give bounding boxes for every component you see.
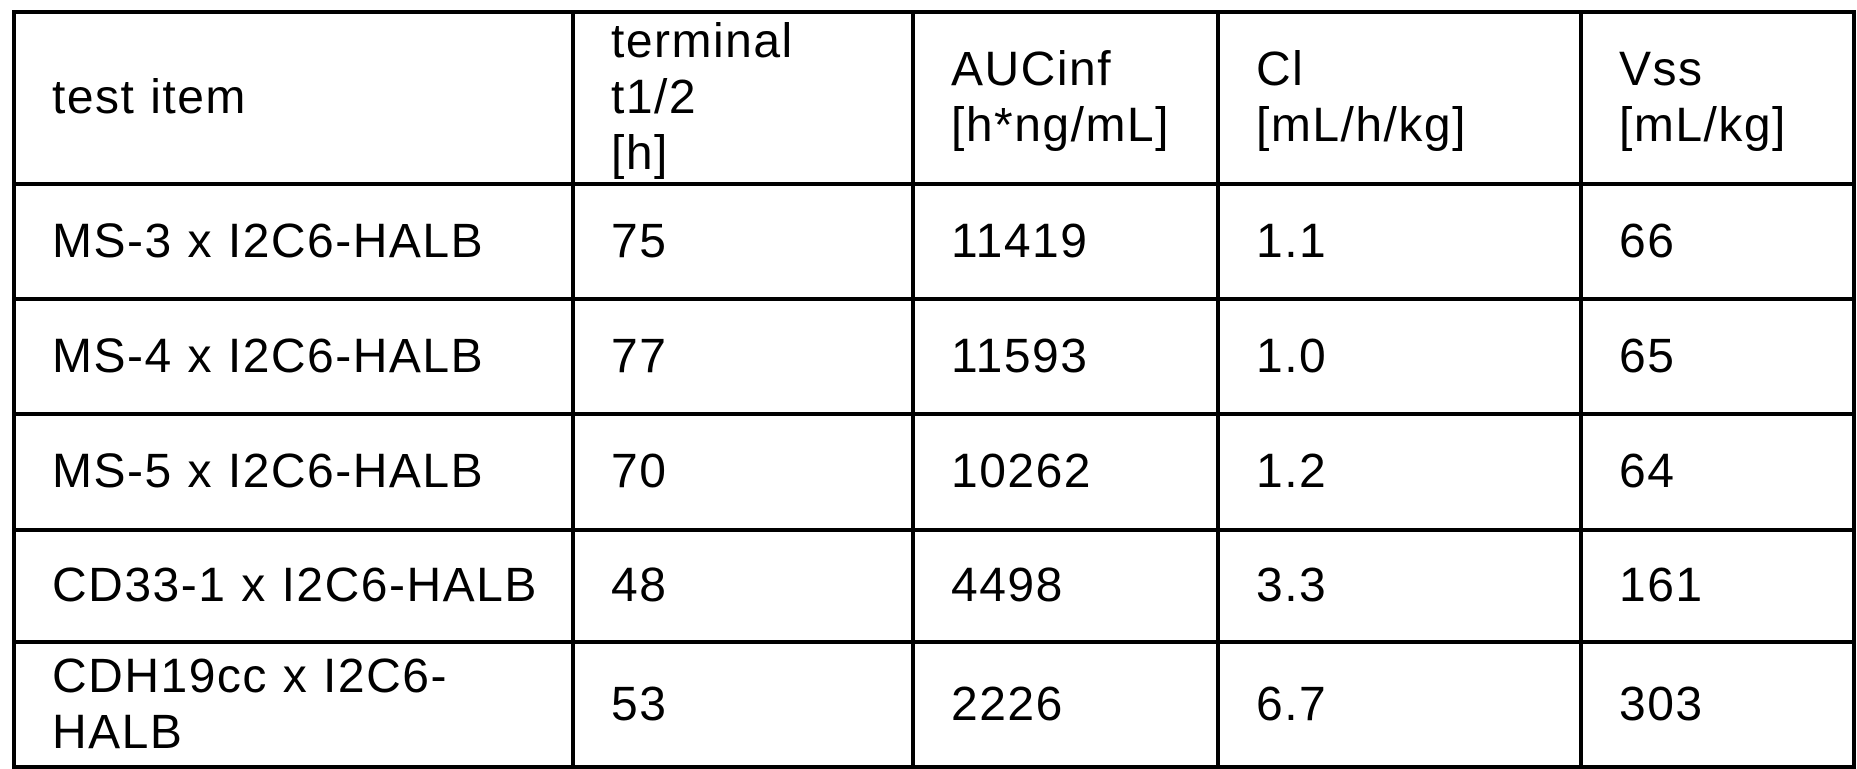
column-header-vss: Vss [mL/kg] xyxy=(1579,10,1856,186)
test-item-cell: MS-5 x I2C6-HALB xyxy=(12,412,575,532)
terminal-t-half-cell: 53 xyxy=(571,640,915,769)
test-item-cell: CDH19cc x I2C6-HALB xyxy=(12,640,575,769)
header-label: terminal t1/2 xyxy=(611,15,794,124)
test-item-cell: CD33-1 x I2C6-HALB xyxy=(12,528,575,644)
terminal-t-half-cell: 48 xyxy=(571,528,915,644)
table-row: MS-5 x I2C6-HALB 70 10262 1.2 64 xyxy=(12,412,1856,532)
cl-cell: 6.7 xyxy=(1216,640,1583,769)
column-header-test-item: test item xyxy=(12,10,575,186)
terminal-t-half-cell: 77 xyxy=(571,297,915,416)
header-label: AUCinf xyxy=(951,43,1113,96)
column-header-aucinf: AUCinf [h*ng/mL] xyxy=(911,10,1220,186)
test-item-cell: MS-4 x I2C6-HALB xyxy=(12,297,575,416)
header-label: Vss xyxy=(1619,43,1704,96)
column-header-cl: Cl [mL/h/kg] xyxy=(1216,10,1583,186)
terminal-t-half-cell: 70 xyxy=(571,412,915,532)
cl-cell: 1.1 xyxy=(1216,182,1583,301)
header-label: test item xyxy=(52,71,247,124)
cl-cell: 1.2 xyxy=(1216,412,1583,532)
vss-cell: 303 xyxy=(1579,640,1856,769)
aucinf-cell: 11419 xyxy=(911,182,1220,301)
table-row: CDH19cc x I2C6-HALB 53 2226 6.7 303 xyxy=(12,640,1856,769)
aucinf-cell: 2226 xyxy=(911,640,1220,769)
aucinf-cell: 4498 xyxy=(911,528,1220,644)
header-unit: [mL/kg] xyxy=(1619,99,1787,152)
vss-cell: 66 xyxy=(1579,182,1856,301)
terminal-t-half-cell: 75 xyxy=(571,182,915,301)
vss-cell: 65 xyxy=(1579,297,1856,416)
aucinf-cell: 10262 xyxy=(911,412,1220,532)
vss-cell: 161 xyxy=(1579,528,1856,644)
aucinf-cell: 11593 xyxy=(911,297,1220,416)
header-row: test item terminal t1/2 [h] AUCinf [h*ng… xyxy=(12,10,1856,186)
table-row: MS-3 x I2C6-HALB 75 11419 1.1 66 xyxy=(12,182,1856,301)
header-unit: [h] xyxy=(611,127,669,180)
cl-cell: 1.0 xyxy=(1216,297,1583,416)
pk-parameters-table: test item terminal t1/2 [h] AUCinf [h*ng… xyxy=(12,10,1856,769)
header-unit: [mL/h/kg] xyxy=(1256,99,1467,152)
header-unit: [h*ng/mL] xyxy=(951,99,1170,152)
header-label: Cl xyxy=(1256,43,1305,96)
test-item-cell: MS-3 x I2C6-HALB xyxy=(12,182,575,301)
cl-cell: 3.3 xyxy=(1216,528,1583,644)
table-row: CD33-1 x I2C6-HALB 48 4498 3.3 161 xyxy=(12,528,1856,644)
table-row: MS-4 x I2C6-HALB 77 11593 1.0 65 xyxy=(12,297,1856,416)
column-header-terminal-t-half: terminal t1/2 [h] xyxy=(571,10,915,186)
vss-cell: 64 xyxy=(1579,412,1856,532)
